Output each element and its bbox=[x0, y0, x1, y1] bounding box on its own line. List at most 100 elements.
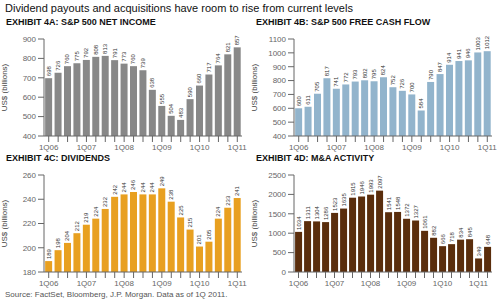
svg-text:741: 741 bbox=[333, 76, 339, 87]
svg-text:500: 500 bbox=[23, 112, 37, 121]
svg-text:1Q06: 1Q06 bbox=[289, 143, 309, 152]
svg-text:483: 483 bbox=[178, 107, 184, 118]
svg-text:946: 946 bbox=[465, 48, 471, 59]
svg-text:1061: 1061 bbox=[422, 215, 428, 229]
svg-text:233: 233 bbox=[225, 195, 231, 206]
svg-text:638: 638 bbox=[149, 77, 155, 88]
svg-text:260: 260 bbox=[23, 171, 37, 180]
svg-text:1100: 1100 bbox=[269, 35, 287, 44]
svg-text:726: 726 bbox=[399, 78, 405, 89]
svg-text:1311: 1311 bbox=[305, 206, 311, 220]
svg-text:900: 900 bbox=[273, 63, 287, 72]
svg-text:224: 224 bbox=[93, 206, 99, 217]
svg-text:821: 821 bbox=[225, 42, 231, 53]
svg-text:1500: 1500 bbox=[268, 210, 286, 219]
svg-text:204: 204 bbox=[64, 230, 70, 241]
svg-text:1Q09: 1Q09 bbox=[152, 279, 172, 288]
svg-text:817: 817 bbox=[324, 66, 330, 77]
svg-text:400: 400 bbox=[273, 132, 287, 141]
svg-text:793: 793 bbox=[352, 69, 358, 80]
svg-text:US$ (billions): US$ (billions) bbox=[8, 63, 9, 111]
svg-text:349: 349 bbox=[476, 246, 482, 257]
svg-text:600: 600 bbox=[296, 96, 302, 107]
svg-text:790: 790 bbox=[428, 69, 434, 80]
svg-text:240: 240 bbox=[23, 195, 37, 204]
svg-text:834: 834 bbox=[458, 227, 464, 238]
svg-text:189: 189 bbox=[46, 248, 52, 259]
svg-text:941: 941 bbox=[456, 48, 462, 59]
svg-text:1Q07: 1Q07 bbox=[325, 279, 345, 288]
svg-text:590: 590 bbox=[187, 86, 193, 97]
svg-text:1000: 1000 bbox=[268, 49, 286, 58]
svg-text:1635: 1635 bbox=[341, 193, 347, 207]
svg-text:US$ (billions): US$ (billions) bbox=[8, 199, 9, 247]
svg-text:1000: 1000 bbox=[268, 229, 286, 238]
svg-text:600: 600 bbox=[23, 93, 37, 102]
svg-text:1012: 1012 bbox=[484, 35, 490, 49]
svg-text:241: 241 bbox=[234, 185, 240, 196]
svg-text:1946: 1946 bbox=[359, 180, 365, 194]
svg-text:773: 773 bbox=[121, 51, 127, 62]
svg-text:660: 660 bbox=[196, 73, 202, 84]
svg-text:201: 201 bbox=[196, 234, 202, 245]
svg-text:205: 205 bbox=[206, 229, 212, 240]
svg-text:0: 0 bbox=[282, 268, 287, 277]
svg-text:1304: 1304 bbox=[314, 205, 320, 219]
svg-text:1Q07: 1Q07 bbox=[77, 279, 97, 288]
svg-text:824: 824 bbox=[380, 65, 386, 76]
svg-text:857: 857 bbox=[234, 35, 240, 46]
svg-text:238: 238 bbox=[168, 189, 174, 200]
svg-text:1Q09: 1Q09 bbox=[397, 279, 417, 288]
svg-text:2500: 2500 bbox=[268, 171, 286, 180]
svg-text:700: 700 bbox=[409, 82, 415, 93]
svg-text:1915: 1915 bbox=[350, 182, 356, 196]
svg-text:808: 808 bbox=[93, 44, 99, 55]
svg-text:914: 914 bbox=[446, 52, 452, 63]
svg-text:1Q06: 1Q06 bbox=[39, 143, 59, 152]
svg-text:775: 775 bbox=[74, 51, 80, 62]
svg-text:244: 244 bbox=[121, 182, 127, 193]
svg-text:698: 698 bbox=[46, 66, 52, 77]
svg-text:813: 813 bbox=[102, 43, 108, 54]
svg-text:1Q06: 1Q06 bbox=[39, 279, 59, 288]
svg-text:242: 242 bbox=[112, 184, 118, 195]
svg-text:1Q07: 1Q07 bbox=[327, 143, 347, 152]
svg-text:584: 584 bbox=[418, 98, 424, 109]
svg-text:1Q11: 1Q11 bbox=[228, 279, 248, 288]
svg-text:900: 900 bbox=[23, 35, 37, 44]
svg-text:666: 666 bbox=[440, 233, 446, 244]
svg-text:200: 200 bbox=[23, 244, 37, 253]
svg-text:791: 791 bbox=[112, 47, 118, 58]
svg-text:611: 611 bbox=[305, 95, 311, 105]
svg-text:700: 700 bbox=[273, 90, 287, 99]
svg-text:500: 500 bbox=[273, 118, 287, 127]
svg-text:220: 220 bbox=[23, 219, 37, 228]
svg-text:225: 225 bbox=[178, 205, 184, 216]
svg-text:219: 219 bbox=[83, 212, 89, 223]
svg-text:800: 800 bbox=[273, 76, 287, 85]
svg-text:739: 739 bbox=[140, 58, 146, 69]
svg-text:232: 232 bbox=[102, 196, 108, 207]
svg-text:802: 802 bbox=[362, 68, 368, 79]
svg-text:1Q06: 1Q06 bbox=[289, 279, 309, 288]
svg-text:795: 795 bbox=[371, 69, 377, 80]
svg-text:1286: 1286 bbox=[323, 206, 329, 220]
svg-text:1548: 1548 bbox=[395, 196, 401, 210]
svg-text:700: 700 bbox=[23, 74, 37, 83]
svg-text:847: 847 bbox=[437, 61, 443, 72]
svg-text:1Q10: 1Q10 bbox=[433, 279, 453, 288]
svg-text:1Q11: 1Q11 bbox=[469, 279, 489, 288]
svg-text:1Q11: 1Q11 bbox=[478, 143, 492, 152]
svg-text:764: 764 bbox=[215, 53, 221, 64]
svg-text:600: 600 bbox=[273, 104, 287, 113]
svg-text:2097: 2097 bbox=[377, 175, 383, 189]
svg-text:1Q10: 1Q10 bbox=[440, 143, 460, 152]
svg-text:224: 224 bbox=[215, 206, 221, 217]
svg-text:648: 648 bbox=[485, 234, 491, 245]
svg-text:198: 198 bbox=[55, 238, 61, 249]
svg-text:1Q07: 1Q07 bbox=[77, 143, 97, 152]
svg-text:726: 726 bbox=[55, 60, 61, 71]
svg-text:1Q08: 1Q08 bbox=[364, 143, 384, 152]
svg-text:845: 845 bbox=[467, 227, 473, 238]
svg-text:2000: 2000 bbox=[268, 190, 286, 199]
